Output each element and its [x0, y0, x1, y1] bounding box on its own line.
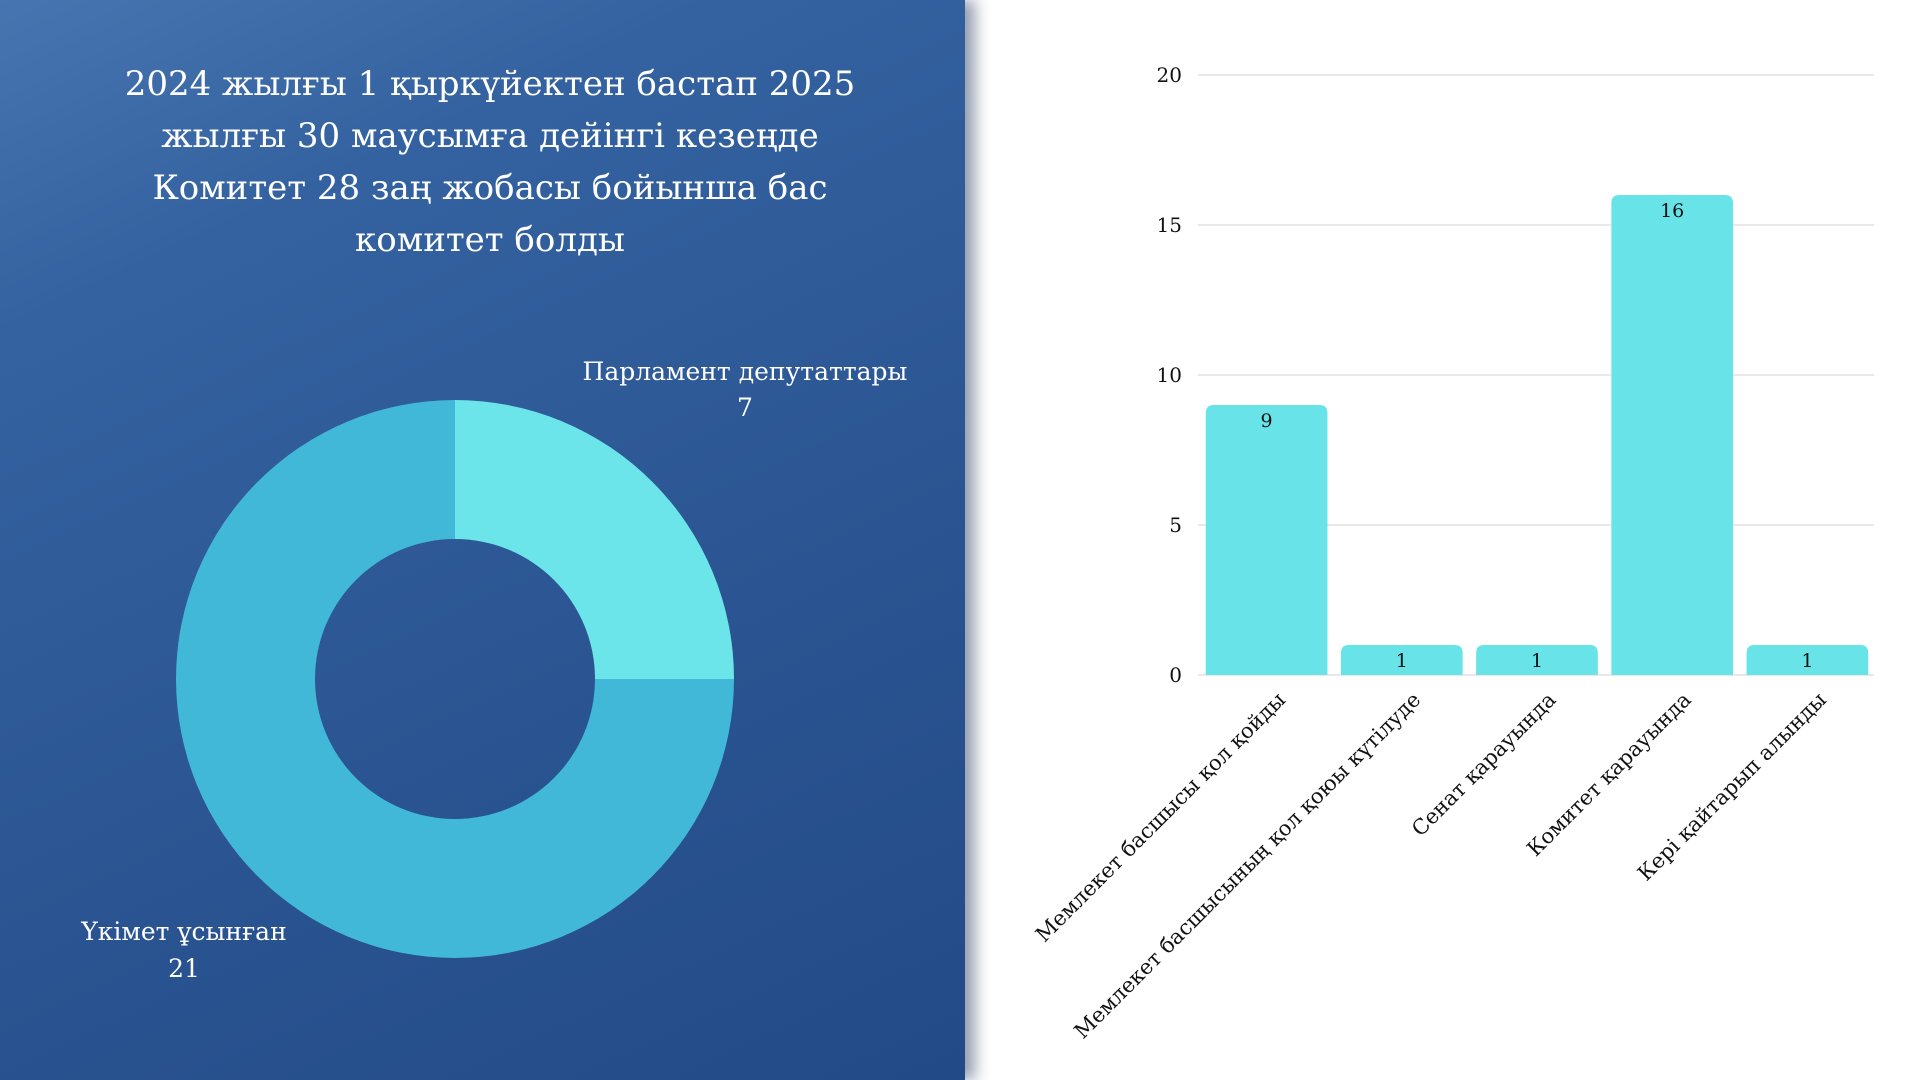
x-category-label: Сенат қарауында	[1407, 688, 1560, 841]
donut-label-government-value: 21	[168, 954, 200, 983]
y-tick-label: 5	[1169, 513, 1182, 537]
donut-slice-parliament	[455, 400, 734, 679]
bar	[1476, 645, 1598, 675]
bar	[1205, 405, 1328, 675]
y-tick-label: 0	[1169, 663, 1182, 687]
donut-label-parliament-name: Парламент депутаттары	[583, 357, 908, 386]
y-tick-label: 10	[1157, 363, 1182, 387]
bar-data-label: 16	[1660, 200, 1684, 222]
donut-slice-government	[176, 400, 734, 958]
bar-data-label: 1	[1531, 650, 1543, 672]
x-category-label: Мемлекет басшысы қол қойды	[1031, 688, 1290, 947]
donut-label-parliament-value: 7	[737, 393, 753, 422]
bar-data-label: 9	[1261, 410, 1273, 432]
y-tick-label: 20	[1157, 63, 1182, 87]
bar	[1340, 645, 1463, 675]
donut-label-government-name: Үкімет ұсынған	[80, 917, 286, 946]
left-panel: 2024 жылғы 1 қыркүйектен бастап 2025 жыл…	[0, 0, 965, 1080]
bar-data-label: 1	[1396, 650, 1408, 672]
bar	[1746, 645, 1869, 675]
bar	[1611, 195, 1734, 675]
bar-data-label: 1	[1801, 650, 1813, 672]
chart-title: 2024 жылғы 1 қыркүйектен бастап 2025 жыл…	[124, 64, 856, 260]
right-panel	[965, 0, 1920, 1080]
y-tick-label: 15	[1157, 213, 1182, 237]
donut-chart: Парламент депутаттары 7 Үкімет ұсынған 2…	[80, 357, 908, 983]
